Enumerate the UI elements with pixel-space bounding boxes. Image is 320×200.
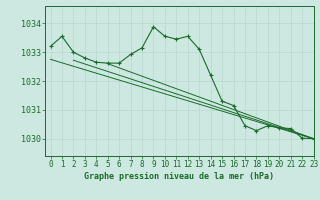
X-axis label: Graphe pression niveau de la mer (hPa): Graphe pression niveau de la mer (hPa) — [84, 172, 274, 181]
